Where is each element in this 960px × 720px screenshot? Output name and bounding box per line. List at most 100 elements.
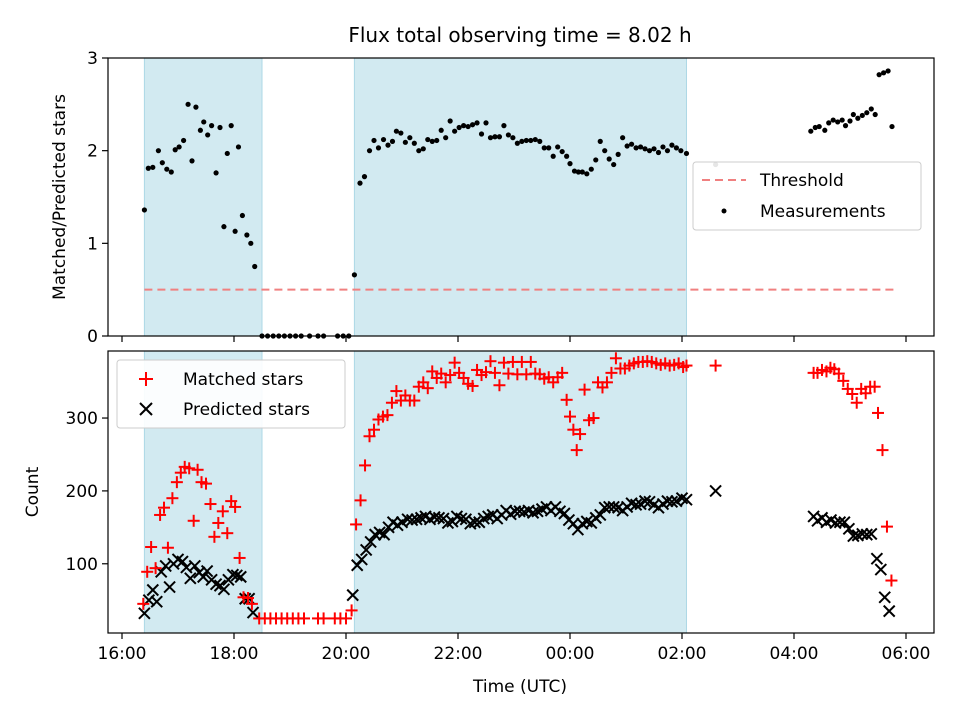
- predicted-star-point: [878, 591, 891, 604]
- matched-star-point: [141, 565, 154, 578]
- predicted-star-point: [870, 552, 884, 565]
- measurement-point: [425, 136, 431, 143]
- measurement-point: [201, 119, 207, 125]
- measurement-point: [501, 123, 507, 129]
- legend-measurements-label: Measurements: [760, 202, 886, 222]
- matched-star-point: [832, 367, 845, 380]
- measurement-point: [655, 149, 662, 156]
- matched-star-point: [876, 444, 889, 457]
- matched-star-point: [212, 516, 225, 529]
- measurement-point: [646, 148, 653, 154]
- measurement-point: [602, 148, 608, 154]
- measurement-point: [465, 123, 471, 130]
- measurement-point: [407, 135, 413, 141]
- matched-star-point: [350, 518, 363, 531]
- measurement-point: [361, 174, 368, 180]
- measurement-point: [664, 148, 671, 154]
- matched-star-point: [145, 541, 158, 554]
- measurement-point: [213, 170, 219, 176]
- matched-star-point: [208, 530, 221, 543]
- measurement-point: [510, 135, 516, 141]
- legend-measurements-swatch: [721, 208, 727, 214]
- measurement-point: [385, 142, 391, 148]
- bottom-plot-frame: [107, 350, 935, 634]
- bottom-y-ticks: 100 200 300: [66, 409, 108, 575]
- matched-star-point: [390, 385, 403, 398]
- y-tick-label: 2: [87, 142, 98, 162]
- predicted-star-point: [346, 588, 359, 602]
- measurement-point: [532, 136, 538, 143]
- matched-star-point: [709, 359, 722, 372]
- measurement-point: [541, 145, 547, 151]
- matched-star-point: [574, 428, 587, 441]
- matched-star-point: [448, 356, 461, 369]
- predicted-star-point: [355, 553, 368, 566]
- measurement-point: [842, 123, 849, 129]
- matched-star-point: [166, 492, 179, 505]
- matched-star-point: [345, 604, 358, 617]
- predicted-star-point: [607, 500, 620, 514]
- measurement-points: [141, 68, 895, 339]
- measurement-point: [235, 144, 242, 150]
- predicted-star-point: [377, 528, 391, 541]
- top-legend: Threshold Measurements: [692, 161, 922, 231]
- matched-star-point: [408, 394, 421, 407]
- measurement-point: [469, 122, 476, 128]
- predicted-star-point: [838, 516, 851, 529]
- legend-threshold-label: Threshold: [759, 171, 844, 191]
- measurement-point: [876, 72, 882, 78]
- matched-star-point: [880, 520, 893, 533]
- measurement-point: [155, 148, 161, 154]
- matched-star-point: [421, 382, 434, 395]
- matched-star-point: [488, 366, 501, 379]
- measurement-point: [181, 137, 187, 144]
- measurement-point: [228, 123, 234, 129]
- measurement-point: [483, 120, 489, 126]
- measurement-point: [864, 110, 870, 116]
- measurement-point: [185, 101, 191, 107]
- measurement-point: [189, 158, 195, 164]
- measurement-point: [642, 146, 648, 152]
- x-tick-label: 16:00: [98, 644, 147, 664]
- matched-star-point: [560, 393, 573, 406]
- measurement-point: [434, 137, 440, 144]
- top-y-axis-label: Matched/Predicted stars: [50, 94, 70, 300]
- matched-star-point: [609, 352, 622, 365]
- measurement-point: [835, 119, 841, 125]
- measurement-point: [389, 138, 396, 144]
- bottom-x-ticks: 16:00 18:00 20:00 22:00 00:00 02:00 04:00 06:00: [98, 633, 931, 664]
- measurement-point: [248, 240, 254, 246]
- top-x-ticks: [121, 336, 907, 342]
- predicted-star-point: [401, 513, 414, 526]
- measurement-point: [673, 145, 680, 151]
- bottom-shaded-regions: [143, 350, 687, 634]
- measurement-point: [447, 118, 453, 124]
- measurement-point: [461, 123, 467, 129]
- matched-star-point: [149, 562, 162, 575]
- matched-star-point: [567, 423, 580, 436]
- measurement-point: [830, 117, 836, 123]
- x-tick-label: 06:00: [882, 644, 931, 664]
- measurement-point: [244, 232, 250, 238]
- measurement-point: [575, 169, 582, 175]
- predicted-star-point: [865, 527, 878, 541]
- measurement-point: [812, 124, 818, 131]
- top-panel: 0 1 2 3 Matched/Predicted stars Threshold M…: [50, 49, 935, 347]
- matched-star-point: [183, 462, 196, 475]
- matched-star-points: [137, 352, 898, 625]
- matched-star-point: [556, 366, 569, 379]
- matched-star-point: [859, 387, 872, 400]
- predicted-star-point: [638, 494, 652, 508]
- chart-title: Flux total observing time = 8.02 h: [348, 23, 691, 47]
- measurement-point: [651, 146, 657, 152]
- matched-star-point: [161, 541, 174, 554]
- predicted-star-point: [860, 528, 874, 541]
- bottom-y-axis-label: Count: [23, 466, 43, 517]
- measurement-point: [633, 145, 639, 151]
- measurement-point: [366, 148, 373, 154]
- matched-star-point: [298, 612, 310, 625]
- predicted-star-point: [364, 535, 377, 549]
- predicted-star-point: [842, 522, 856, 536]
- legend-predicted-swatch: [139, 402, 153, 416]
- measurement-point: [822, 127, 828, 133]
